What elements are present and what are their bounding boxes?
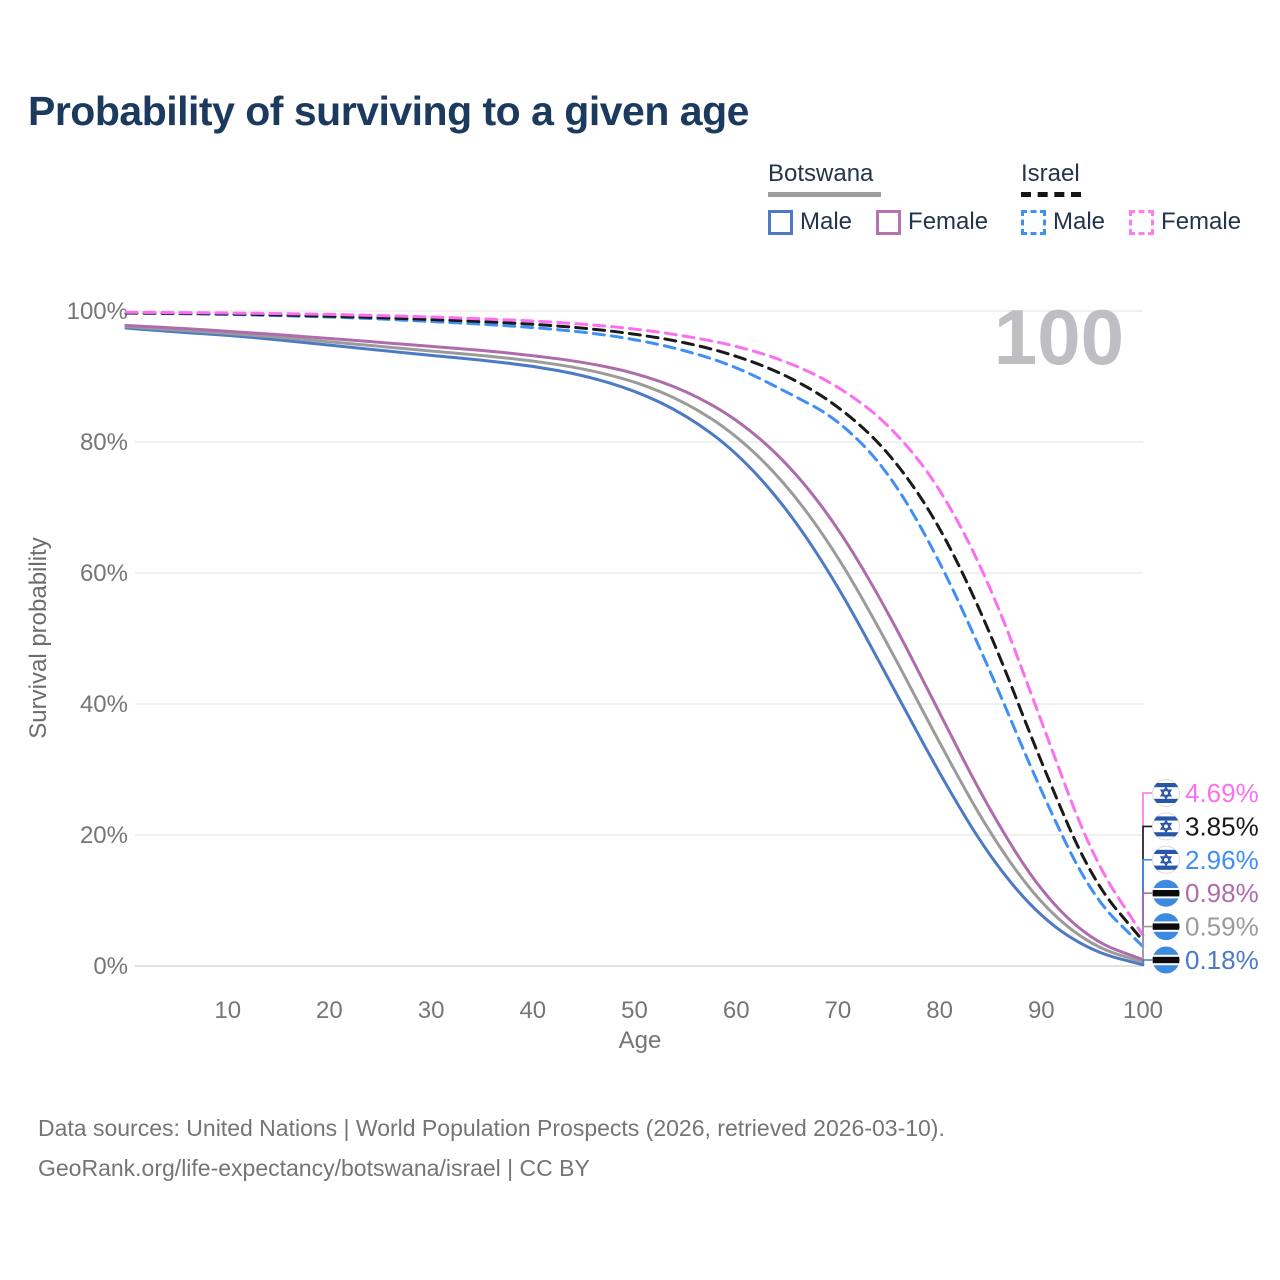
legend-label: Male	[1053, 208, 1106, 235]
watermark-100: 100	[994, 293, 1124, 381]
y-tick-label: 40%	[80, 691, 128, 718]
israel-flag-icon	[1152, 845, 1180, 874]
legend-header-israel: Israel	[1021, 160, 1080, 187]
x-tick-label: 90	[1028, 997, 1055, 1024]
gridlines: 0% 20% 40% 60% 80% 100%	[67, 298, 1143, 980]
legend-label: Male	[800, 208, 853, 235]
end-labels: 4.69%3.85% 2.96%0.98% 0.59%0.18%	[1142, 778, 1259, 975]
swatch-botswana-female-icon	[876, 209, 902, 235]
legend-label: Female	[1161, 208, 1242, 235]
footer-data-sources: Data sources: United Nations | World Pop…	[38, 1115, 945, 1141]
end-value-label-botswana-female: 0.98%	[1185, 878, 1259, 908]
legend-group-botswana: Botswana Male Female	[768, 160, 988, 236]
curves	[124, 310, 1145, 967]
legend-underline-botswana	[768, 192, 881, 197]
x-tick-label: 30	[418, 997, 445, 1024]
x-tick-label: 60	[723, 997, 750, 1024]
curve-israel-female	[124, 310, 1145, 937]
israel-flag-icon	[1152, 779, 1180, 807]
swatch-israel-male-icon	[1021, 209, 1046, 235]
x-axis: 10 20 30 40 50 60 70 80 90 100 Age	[214, 997, 1163, 1054]
leader-line	[1142, 792, 1152, 936]
y-axis-title: Survival probability	[25, 537, 52, 738]
y-tick-label: 80%	[80, 429, 128, 456]
end-value-label-botswana-both-sexes: 0.59%	[1185, 912, 1259, 942]
page-title: Probability of surviving to a given age	[28, 88, 749, 134]
curve-israel-both-sexes	[124, 311, 1145, 943]
x-tick-label: 20	[316, 997, 343, 1024]
curve-botswana-male	[124, 326, 1145, 967]
leader-line	[1142, 825, 1152, 941]
botswana-flag-icon	[1152, 913, 1180, 941]
legend-label: Female	[908, 208, 989, 235]
y-tick-label: 100%	[67, 298, 128, 325]
botswana-flag-icon	[1152, 946, 1180, 974]
x-tick-label: 50	[621, 997, 648, 1024]
end-value-label-israel-male: 2.96%	[1185, 845, 1259, 875]
x-tick-label: 80	[926, 997, 953, 1024]
leader-line	[1142, 959, 1152, 965]
footer-attribution: GeoRank.org/life-expectancy/botswana/isr…	[38, 1155, 590, 1181]
y-tick-label: 60%	[80, 560, 128, 587]
curve-botswana-both-sexes	[124, 325, 1145, 964]
end-value-label-botswana-male: 0.18%	[1185, 945, 1259, 975]
x-tick-label: 10	[214, 997, 241, 1024]
x-tick-label: 100	[1123, 997, 1163, 1024]
end-value-label-israel-both-sexes: 3.85%	[1185, 811, 1259, 841]
x-tick-label: 40	[519, 997, 546, 1024]
swatch-botswana-male-icon	[768, 209, 793, 235]
curve-botswana-female	[124, 323, 1145, 962]
legend-item-israel-male[interactable]: Male	[1021, 208, 1105, 236]
x-axis-title: Age	[619, 1027, 662, 1054]
y-tick-label: 0%	[93, 953, 128, 980]
botswana-flag-icon	[1152, 879, 1180, 907]
x-tick-label: 70	[825, 997, 852, 1024]
end-value-label-israel-female: 4.69%	[1185, 778, 1259, 808]
leader-line	[1142, 859, 1152, 947]
leader-line	[1142, 925, 1152, 963]
legend-item-botswana-male[interactable]: Male	[768, 208, 852, 236]
y-tick-label: 20%	[80, 822, 128, 849]
legend-item-israel-female[interactable]: Female	[1129, 208, 1241, 236]
legend-header-botswana: Botswana	[768, 160, 874, 187]
legend-item-botswana-female[interactable]: Female	[876, 208, 988, 236]
israel-flag-icon	[1152, 812, 1180, 841]
footer: Data sources: United Nations | World Pop…	[38, 1108, 945, 1188]
legend-underline-israel	[1021, 192, 1081, 197]
legend-group-israel: Israel Male Female	[1021, 160, 1241, 236]
swatch-israel-female-icon	[1129, 209, 1155, 235]
curve-israel-male	[124, 311, 1145, 949]
